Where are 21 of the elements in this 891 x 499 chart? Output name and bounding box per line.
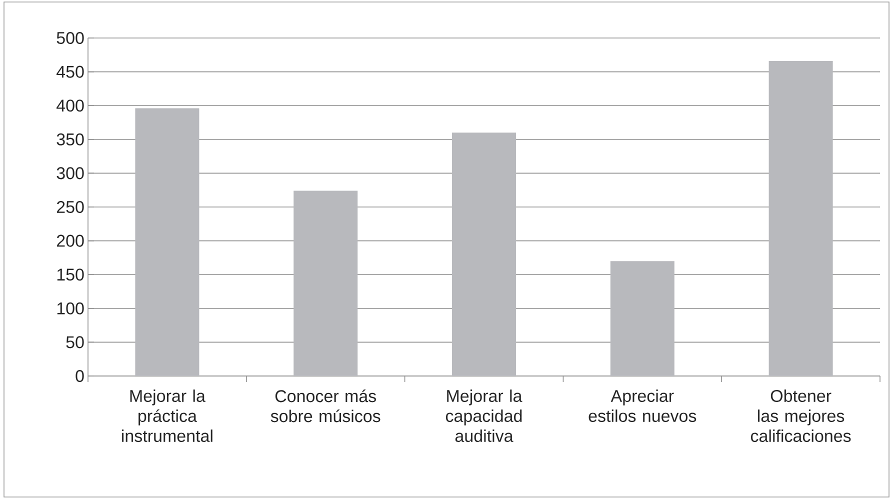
x-tick-label: Apreciar estilos nuevos (588, 390, 696, 422)
y-tick-label: 150 (57, 268, 84, 281)
bar (452, 132, 516, 376)
y-tick-label: 100 (57, 302, 84, 314)
x-tick-label: Obtener las mejores calificaciones (750, 390, 851, 442)
y-tick-label: 450 (56, 66, 84, 78)
y-tick-label: 0 (76, 370, 84, 382)
bar (135, 108, 200, 376)
y-tick-label: 500 (56, 32, 84, 44)
bar (768, 60, 833, 376)
bar (610, 261, 674, 376)
x-tick-label: Conocer más sobre músicos (270, 390, 380, 422)
y-tick-label: 400 (56, 100, 84, 112)
y-tick-label: 250 (56, 200, 84, 214)
y-tick-label: 350 (56, 133, 84, 146)
y-tick-label: 300 (56, 167, 84, 180)
bar (294, 190, 358, 376)
x-tick-label: Mejorar la práctica instrumental (122, 390, 212, 442)
y-tick-label: 200 (56, 234, 84, 247)
x-tick-label: Mejorar la capacidad auditiva (446, 390, 522, 442)
y-tick-label: 50 (66, 336, 84, 348)
